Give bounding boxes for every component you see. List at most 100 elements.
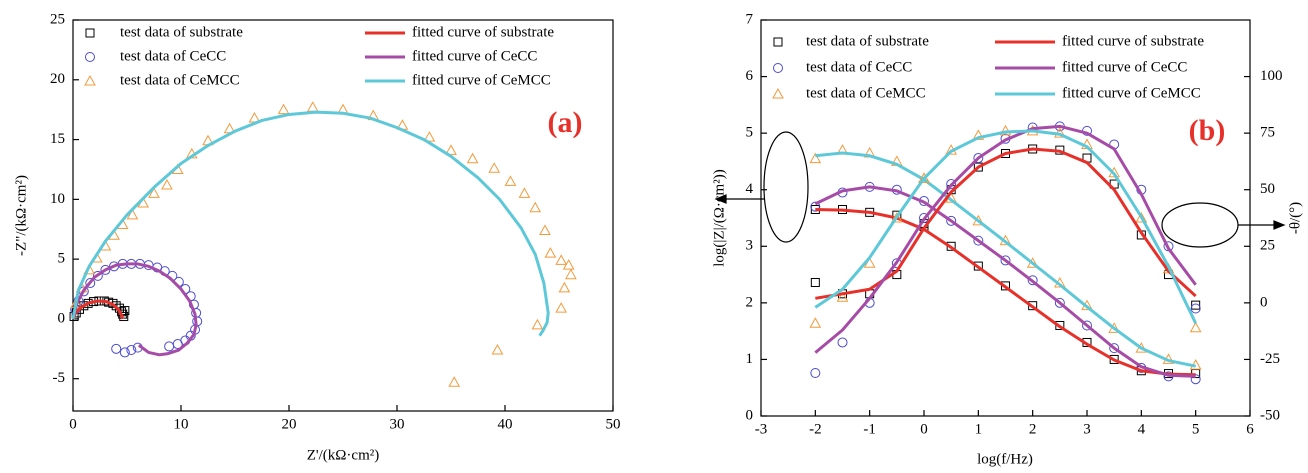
x-axis-label: Z'/(kΩ·cm²) [307, 447, 380, 463]
circle-marker [946, 179, 957, 190]
fitted-curve [71, 299, 125, 320]
callout-ellipse [1161, 202, 1239, 248]
triangle-marker [277, 103, 290, 115]
y-tick-label: 1 [746, 351, 754, 367]
triangle-marker [809, 152, 822, 164]
x-tick-label: 0 [920, 421, 928, 437]
triangle-marker [544, 247, 557, 258]
circle-marker [810, 368, 821, 379]
fitted-curve [71, 262, 198, 357]
triangle-marker [999, 124, 1012, 136]
x-tick-label: 2 [1029, 421, 1037, 437]
y2-axis-label: -θ/(°) [1287, 202, 1303, 234]
circle-marker [1054, 297, 1065, 308]
legend-label: test data of CeCC [120, 48, 226, 64]
y-tick-label: 3 [746, 238, 754, 254]
legend-label: fitted curve of substrate [412, 24, 554, 40]
legend-marker [773, 37, 783, 47]
circle-marker [973, 153, 984, 164]
y-tick-label: 25 [50, 11, 65, 27]
triangle-marker [488, 162, 501, 173]
square-marker [973, 162, 983, 172]
y-tick-label: 5 [58, 251, 66, 267]
legend-label: test data of CeMCC [120, 72, 240, 88]
x-tick-label: 30 [390, 416, 405, 432]
y-axis-label: log(|Z|/(Ω·cm²)) [711, 169, 727, 266]
triangle-marker [504, 175, 517, 186]
y-tick-label: 2 [746, 294, 754, 310]
circle-marker [1027, 275, 1038, 286]
x-tick-label: -1 [863, 421, 876, 437]
legend-marker [85, 28, 95, 38]
y-tick-label: 0 [746, 407, 754, 423]
triangle-marker [1189, 321, 1202, 333]
fitted-curve [814, 185, 1196, 378]
plot-frame [760, 19, 1251, 417]
y-tick-label: 5 [746, 125, 754, 141]
y-tick-label: 7 [746, 11, 754, 27]
x-axis-label: log(f/Hz) [977, 451, 1033, 467]
triangle-marker [836, 291, 849, 302]
circle-marker [973, 235, 984, 246]
square-marker [1109, 354, 1119, 364]
x-tick-label: 1 [975, 421, 983, 437]
panel-label: (a) [548, 106, 583, 139]
fitted-curve [815, 147, 1197, 300]
legend-label: fitted curve of CeCC [1062, 59, 1187, 75]
triangle-marker [558, 281, 571, 293]
triangle-marker [555, 302, 568, 313]
circle-marker [85, 278, 96, 289]
circle-marker [111, 343, 122, 354]
y2-tick-label: 0 [1260, 294, 1268, 310]
callout-ellipse [763, 131, 809, 243]
triangle-marker [539, 224, 551, 235]
circle-marker [810, 201, 821, 212]
circle-marker [164, 341, 175, 352]
fitted-curve [815, 208, 1196, 377]
legend-marker [85, 52, 95, 62]
x-tick-label: -3 [755, 421, 768, 437]
circle-marker [1109, 343, 1120, 354]
y-tick-label: 15 [50, 131, 65, 147]
legend-label: fitted curve of CeCC [412, 48, 537, 64]
fitted-curve [814, 129, 1198, 324]
triangle-marker [491, 343, 504, 355]
y-tick-label: 0 [58, 310, 66, 326]
arrow-head [1273, 220, 1286, 230]
x-tick-label: 0 [69, 416, 77, 432]
circle-marker [946, 215, 957, 226]
square-marker [119, 312, 129, 322]
legend-label: test data of substrate [120, 24, 243, 40]
y2-tick-label: 50 [1260, 181, 1275, 197]
circle-marker [1190, 374, 1201, 385]
circle-marker [1190, 303, 1201, 314]
circle-marker [119, 347, 130, 358]
x-tick-label: 10 [174, 416, 189, 432]
x-tick-label: -2 [809, 421, 822, 437]
y-tick-label: 4 [746, 181, 754, 197]
x-tick-label: 5 [1192, 421, 1200, 437]
triangle-marker [126, 208, 139, 220]
circle-marker [1082, 320, 1092, 331]
fitted-curve [814, 124, 1197, 354]
triangle-marker [890, 211, 903, 223]
square-marker [120, 306, 130, 316]
y2-tick-label: 100 [1260, 68, 1283, 84]
triangle-marker [565, 268, 577, 280]
legend-label: fitted curve of CeMCC [412, 72, 551, 88]
y2-tick-label: -50 [1260, 407, 1280, 423]
triangle-marker [306, 101, 319, 112]
square-marker [1191, 300, 1201, 310]
triangle-marker [531, 318, 544, 330]
legend-marker [84, 74, 96, 86]
x-tick-label: 50 [606, 416, 621, 432]
triangle-marker [445, 144, 457, 155]
circle-marker [100, 264, 111, 275]
circle-marker [837, 337, 848, 348]
y2-tick-label: 25 [1260, 238, 1275, 254]
triangle-marker [1135, 211, 1148, 223]
y2-tick-label: -25 [1260, 351, 1280, 367]
triangle-marker [148, 187, 160, 198]
circle-marker [126, 345, 137, 356]
